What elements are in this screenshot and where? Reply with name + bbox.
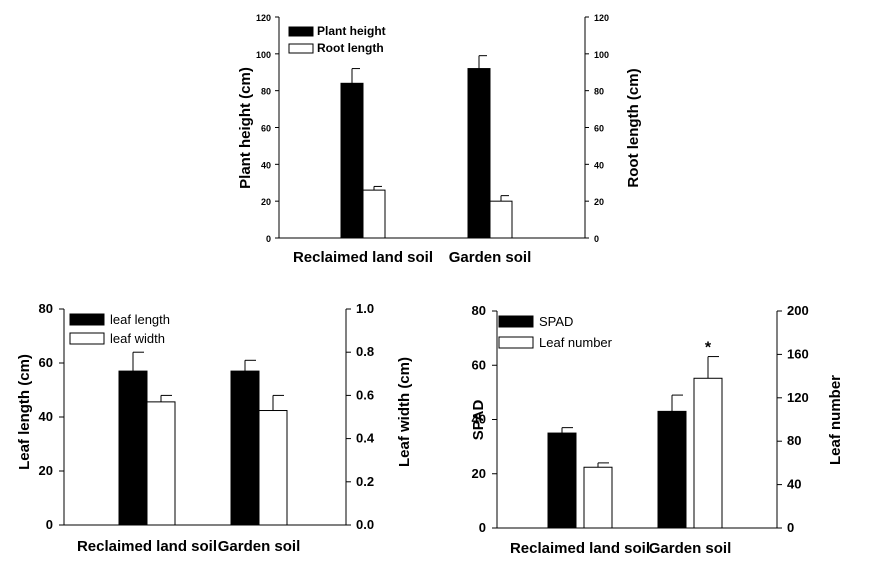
bar-leaf-width (258, 410, 288, 526)
right-tick-label: 0 (594, 234, 599, 244)
right-tick-label: 160 (787, 346, 809, 361)
chart-leaf-length-width: 0 20 40 60 80 0.0 0.2 0.4 0.6 0.8 1.0 Leaf length (… (16, 301, 413, 555)
right-tick-label: 120 (594, 13, 609, 23)
right-axis-title: Root length (cm) (625, 68, 642, 187)
left-tick-label: 40 (261, 160, 271, 170)
bar-root-length (489, 200, 513, 239)
bar-root-length (362, 189, 386, 239)
right-tick-label: 60 (594, 124, 604, 134)
right-tick-label: 0.2 (356, 474, 374, 489)
right-tick-label: 0.4 (356, 431, 375, 446)
left-tick-label: 60 (472, 357, 486, 372)
legend-label: leaf width (110, 331, 165, 346)
right-tick-label: 0.0 (356, 517, 374, 532)
right-tick-label: 40 (787, 477, 801, 492)
legend-swatch (69, 313, 105, 326)
right-tick-label: 80 (594, 87, 604, 97)
left-tick-label: 20 (261, 197, 271, 207)
right-tick-label: 0.8 (356, 344, 374, 359)
category-label: Garden soil (649, 540, 732, 557)
category-label: Reclaimed land soil (77, 538, 217, 555)
left-tick-label: 80 (39, 301, 53, 316)
left-tick-label: 120 (256, 13, 271, 23)
legend-swatch (288, 26, 314, 37)
left-tick-label: 0 (479, 520, 486, 535)
left-tick-label: 80 (261, 87, 271, 97)
bar-leaf-length (118, 370, 148, 526)
left-axis-title: SPAD (470, 400, 487, 441)
right-tick-label: 200 (787, 303, 809, 318)
legend-label: SPAD (539, 314, 573, 329)
left-tick-label: 20 (472, 466, 486, 481)
bar-leaf-number (693, 377, 723, 529)
left-tick-label: 0 (266, 234, 271, 244)
legend-swatch (69, 332, 105, 345)
significance-marker: * (705, 340, 712, 357)
category-label: Reclaimed land soil (510, 540, 650, 557)
right-tick-label: 100 (594, 50, 609, 60)
left-axis-title: Plant height (cm) (237, 67, 254, 189)
left-tick-label: 0 (46, 517, 53, 532)
bar-leaf-number (583, 466, 613, 529)
bar-leaf-width (146, 401, 176, 526)
right-tick-label: 0 (787, 520, 794, 535)
chart-spad-leaf-number: 0 20 40 60 80 0 40 80 120 160 200 SPAD Leaf number Re… (470, 303, 844, 557)
right-tick-label: 120 (787, 390, 809, 405)
left-tick-label: 40 (472, 412, 486, 427)
right-axis-title: Leaf width (cm) (396, 357, 413, 467)
right-axis-title: Leaf number (827, 375, 844, 465)
category-label: Garden soil (449, 249, 532, 266)
right-tick-label: 20 (594, 197, 604, 207)
category-label: Reclaimed land soil (293, 249, 433, 266)
left-tick-label: 40 (39, 409, 53, 424)
legend-label: Plant height (317, 24, 386, 38)
left-tick-label: 20 (39, 463, 53, 478)
left-tick-label: 80 (472, 303, 486, 318)
right-tick-label: 1.0 (356, 301, 374, 316)
left-tick-label: 100 (256, 50, 271, 60)
legend-label: leaf length (110, 312, 170, 327)
right-tick-label: 40 (594, 160, 604, 170)
legend-label: Leaf number (539, 335, 613, 350)
legend-label: Root length (317, 41, 384, 55)
category-label: Garden soil (218, 538, 301, 555)
chart-plant-height-root-length: 0 20 40 60 80 100 120 0 20 40 60 80 100 120 Plant heig… (237, 13, 642, 266)
right-tick-label: 0.6 (356, 387, 374, 402)
bar-spad (547, 432, 577, 529)
legend-swatch (288, 43, 314, 54)
bar-plant-height (340, 82, 364, 239)
bar-spad (657, 410, 687, 529)
bar-plant-height (467, 68, 491, 239)
left-tick-label: 60 (39, 355, 53, 370)
bar-leaf-length (230, 370, 260, 526)
left-tick-label: 60 (261, 124, 271, 134)
legend-swatch (498, 336, 534, 349)
legend-swatch (498, 315, 534, 328)
right-tick-label: 80 (787, 433, 801, 448)
left-axis-title: Leaf length (cm) (16, 354, 33, 470)
